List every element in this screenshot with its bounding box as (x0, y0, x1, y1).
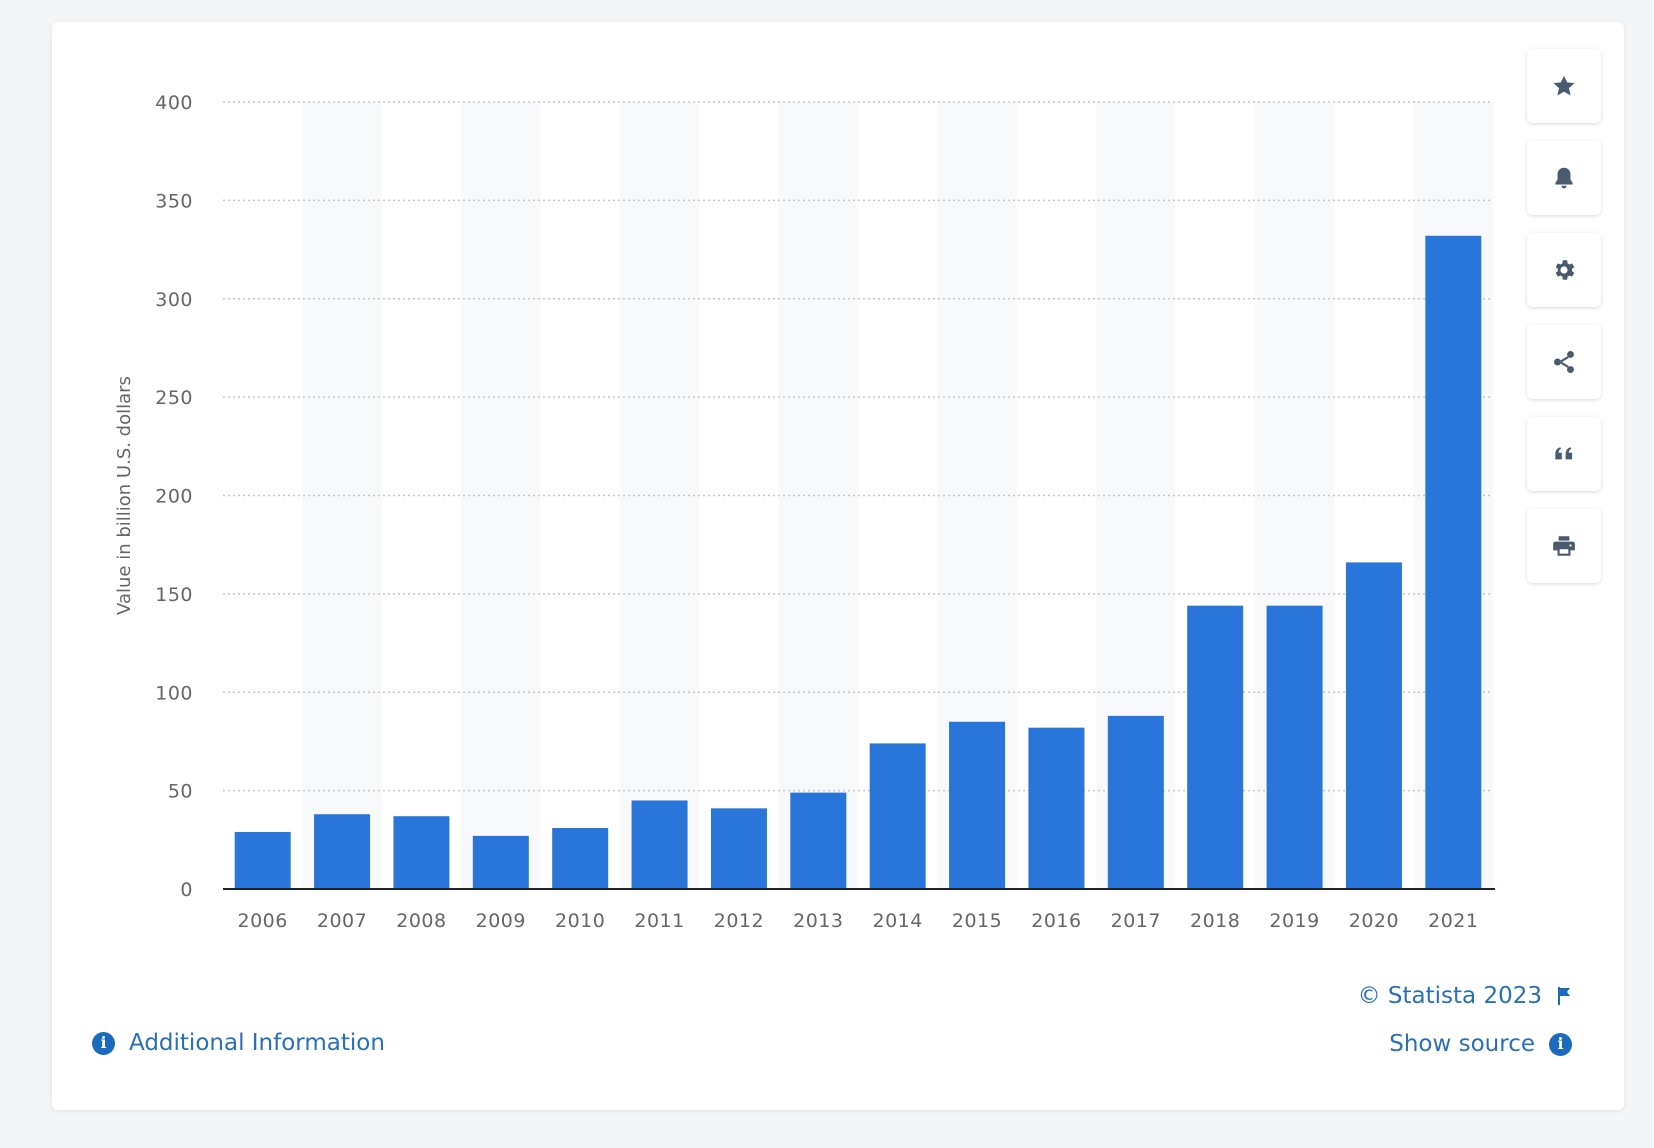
quote-icon (1555, 447, 1573, 460)
show-source-label: Show source (1389, 1031, 1535, 1057)
star-icon (1553, 75, 1575, 96)
additional-information-link[interactable]: i Additional Information (92, 1030, 385, 1056)
x-tick-label: 2009 (476, 910, 526, 932)
x-tick-label: 2007 (317, 910, 367, 932)
y-axis-title: Value in billion U.S. dollars (114, 376, 135, 615)
printer-icon (1553, 536, 1575, 556)
copyright-label: © Statista 2023 (1357, 983, 1542, 1009)
additional-information-label: Additional Information (129, 1030, 385, 1056)
x-tick-label: 2012 (714, 910, 764, 932)
bar-2015 (949, 721, 1006, 889)
x-tick-label: 2018 (1190, 910, 1240, 932)
x-tick-label: 2014 (873, 910, 923, 932)
bar-chart: 0 50 100 150 200 250 300 350 400 Value in billion… (114, 92, 1495, 932)
bar-2006 (234, 831, 291, 889)
bar-2018 (1187, 605, 1244, 889)
x-tick-label: 2011 (634, 910, 684, 932)
x-tick-label: 2015 (952, 910, 1002, 932)
bell-icon (1555, 167, 1573, 189)
bar-2007 (314, 814, 371, 889)
bar-2008 (393, 816, 450, 889)
bar-2009 (472, 835, 529, 889)
bar-2012 (710, 808, 767, 889)
x-tick-label: 2008 (396, 910, 446, 932)
x-tick-label: 2013 (793, 910, 843, 932)
favorite-button[interactable] (1527, 49, 1601, 123)
x-tick-label: 2016 (1031, 910, 1081, 932)
bar-2016 (1028, 727, 1085, 889)
copyright-link[interactable]: © Statista 2023 (1358, 983, 1572, 1009)
y-tick-label: 300 (155, 289, 193, 311)
x-tick-label: 2006 (238, 910, 288, 932)
bar-2010 (552, 828, 609, 889)
y-tick-label: 0 (180, 879, 193, 901)
y-tick-label: 400 (155, 92, 193, 114)
y-tick-label: 150 (155, 584, 193, 606)
flag-icon (1558, 987, 1570, 1005)
x-tick-label: 2020 (1349, 910, 1399, 932)
y-tick-label: 350 (155, 190, 193, 212)
y-tick-label: 250 (155, 387, 193, 409)
bar-2017 (1107, 715, 1164, 889)
y-tick-label: 100 (155, 682, 193, 704)
bar-2014 (869, 743, 926, 889)
show-source-link[interactable]: Show source i (1389, 1031, 1572, 1057)
x-tick-label: 2019 (1269, 910, 1319, 932)
info-icon: i (92, 1031, 115, 1055)
chart-toolbar (1527, 49, 1601, 601)
x-tick-label: 2017 (1111, 910, 1161, 932)
cite-button[interactable] (1527, 417, 1601, 491)
x-tick-label: 2010 (555, 910, 605, 932)
bar-2021 (1425, 235, 1482, 890)
info-icon: i (1549, 1032, 1572, 1056)
gear-icon (1555, 260, 1575, 280)
share-button[interactable] (1527, 325, 1601, 399)
settings-button[interactable] (1527, 233, 1601, 307)
bar-2020 (1345, 562, 1402, 889)
y-tick-label: 50 (168, 781, 193, 803)
notification-button[interactable] (1527, 141, 1601, 215)
y-tick-label: 200 (155, 486, 193, 508)
share-icon (1554, 350, 1574, 374)
bar-2019 (1266, 605, 1323, 889)
chart-card: 0 50 100 150 200 250 300 350 400 Value in billion… (52, 22, 1624, 1110)
print-button[interactable] (1527, 509, 1601, 583)
bar-2013 (790, 792, 847, 889)
x-tick-label: 2021 (1428, 910, 1478, 932)
bar-2011 (631, 800, 688, 889)
